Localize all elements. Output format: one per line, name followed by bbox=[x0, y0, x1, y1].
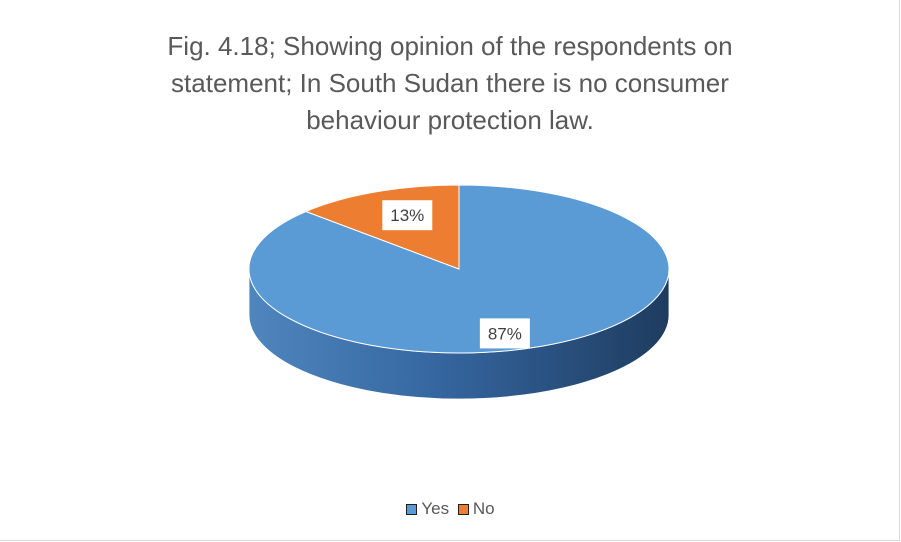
chart-title: Fig. 4.18; Showing opinion of the respon… bbox=[150, 28, 750, 139]
legend-label-no: No bbox=[472, 499, 495, 518]
legend-swatch-yes bbox=[406, 503, 418, 515]
data-label-yes: 87% bbox=[488, 324, 522, 343]
chart-legend: Yes No bbox=[0, 499, 901, 520]
chart-title-line-2: statement; In South Sudan there is no co… bbox=[171, 68, 729, 98]
data-label-box-yes bbox=[479, 318, 530, 349]
legend-item-yes: Yes bbox=[406, 499, 449, 519]
chart-title-line-1: Fig. 4.18; Showing opinion of the respon… bbox=[167, 31, 733, 61]
chart-title-line-3: behaviour protection law. bbox=[306, 105, 594, 135]
legend-item-no: No bbox=[457, 499, 495, 519]
legend-swatch-no bbox=[457, 503, 469, 515]
data-label-no: 13% bbox=[390, 206, 424, 225]
legend-label-yes: Yes bbox=[421, 499, 450, 518]
data-label-box-no bbox=[382, 200, 433, 231]
